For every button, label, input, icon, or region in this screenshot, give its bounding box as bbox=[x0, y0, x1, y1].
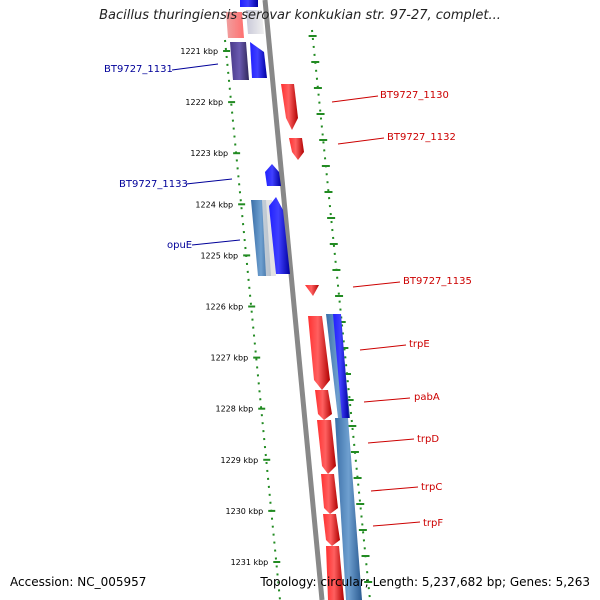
label-bt9727-1132: BT9727_1132 bbox=[387, 132, 456, 143]
tick-label: 1229 kbp bbox=[221, 456, 259, 465]
gene-feature-opue-forward bbox=[269, 197, 290, 274]
leader-trpd bbox=[367, 438, 415, 444]
gene-feature-faded bbox=[246, 10, 264, 34]
gene-features bbox=[226, 0, 362, 600]
gene-feature-trpf bbox=[323, 514, 340, 546]
label-bt9727-1131: BT9727_1131 bbox=[104, 64, 173, 75]
accession-text: Accession: NC_005957 bbox=[10, 575, 147, 589]
gene-feature-bt9727-1130 bbox=[281, 84, 298, 130]
label-trpf: trpF bbox=[423, 518, 443, 529]
label-opue: opuE bbox=[167, 240, 192, 251]
gene-feature-bt9727-1131 bbox=[250, 42, 267, 78]
gene-feature-pink bbox=[226, 12, 244, 38]
left-guide-line bbox=[224, 39, 281, 600]
map-title: Bacillus thuringiensis serovar konkukian… bbox=[99, 8, 501, 23]
label-bt9727-1130: BT9727_1130 bbox=[380, 90, 449, 101]
leader-opue bbox=[191, 239, 241, 246]
label-trpe: trpE bbox=[409, 339, 430, 350]
tick-label: 1221 kbp bbox=[180, 47, 218, 56]
tick-label: 1227 kbp bbox=[210, 354, 248, 363]
label-paba: pabA bbox=[414, 392, 440, 403]
gene-feature-top-blue bbox=[240, 0, 258, 7]
gene-feature-bt9727-1135 bbox=[305, 285, 319, 296]
leader-bt9727-1132 bbox=[337, 137, 385, 145]
genome-stats-text: Topology: circular; Length: 5,237,682 bp… bbox=[260, 575, 590, 589]
tick-label: 1228 kbp bbox=[216, 405, 254, 414]
leader-trpe bbox=[359, 344, 407, 351]
gene-labels: BT9727_1131 BT9727_1133 opuE BT9727_1130… bbox=[104, 63, 472, 529]
tick-label: 1226 kbp bbox=[205, 303, 243, 312]
gene-feature-trpd bbox=[317, 420, 336, 474]
leader-bt9727-1130 bbox=[331, 95, 379, 103]
gene-feature-trpf-next bbox=[326, 546, 344, 600]
leader-trpf bbox=[372, 521, 421, 527]
gene-feature-bt9727-1133 bbox=[265, 164, 281, 186]
tick-label: 1224 kbp bbox=[195, 200, 233, 209]
gene-feature-trp-blue bbox=[333, 314, 349, 418]
leader-bt9727-1131 bbox=[171, 63, 219, 71]
backbone-line bbox=[262, 0, 325, 600]
label-trpc: trpC bbox=[421, 482, 442, 493]
leader-bt9727-1133 bbox=[185, 178, 233, 185]
leader-trpc bbox=[370, 486, 419, 492]
gene-feature-trpc bbox=[321, 474, 338, 514]
gene-feature-bt9727-1131-shadow bbox=[230, 42, 249, 80]
leader-paba bbox=[363, 397, 411, 403]
leader-bt9727-1135 bbox=[352, 281, 401, 288]
tick-labels: 1221 kbp 1222 kbp 1223 kbp 1224 kbp 1225 kbp… bbox=[180, 47, 281, 567]
gene-feature-bt9727-1132 bbox=[289, 138, 304, 160]
label-bt9727-1133: BT9727_1133 bbox=[119, 179, 188, 190]
gene-feature-trpe bbox=[308, 316, 330, 390]
label-trpd: trpD bbox=[417, 434, 439, 445]
tick-label: 1230 kbp bbox=[226, 507, 264, 516]
gene-feature-paba bbox=[315, 390, 332, 420]
tick-label: 1225 kbp bbox=[200, 251, 238, 260]
tick-label: 1231 kbp bbox=[231, 558, 269, 567]
label-bt9727-1135: BT9727_1135 bbox=[403, 276, 472, 287]
gene-feature-trp-steel-2 bbox=[335, 418, 362, 600]
tick-label: 1222 kbp bbox=[185, 98, 223, 107]
tick-label: 1223 kbp bbox=[190, 149, 228, 158]
